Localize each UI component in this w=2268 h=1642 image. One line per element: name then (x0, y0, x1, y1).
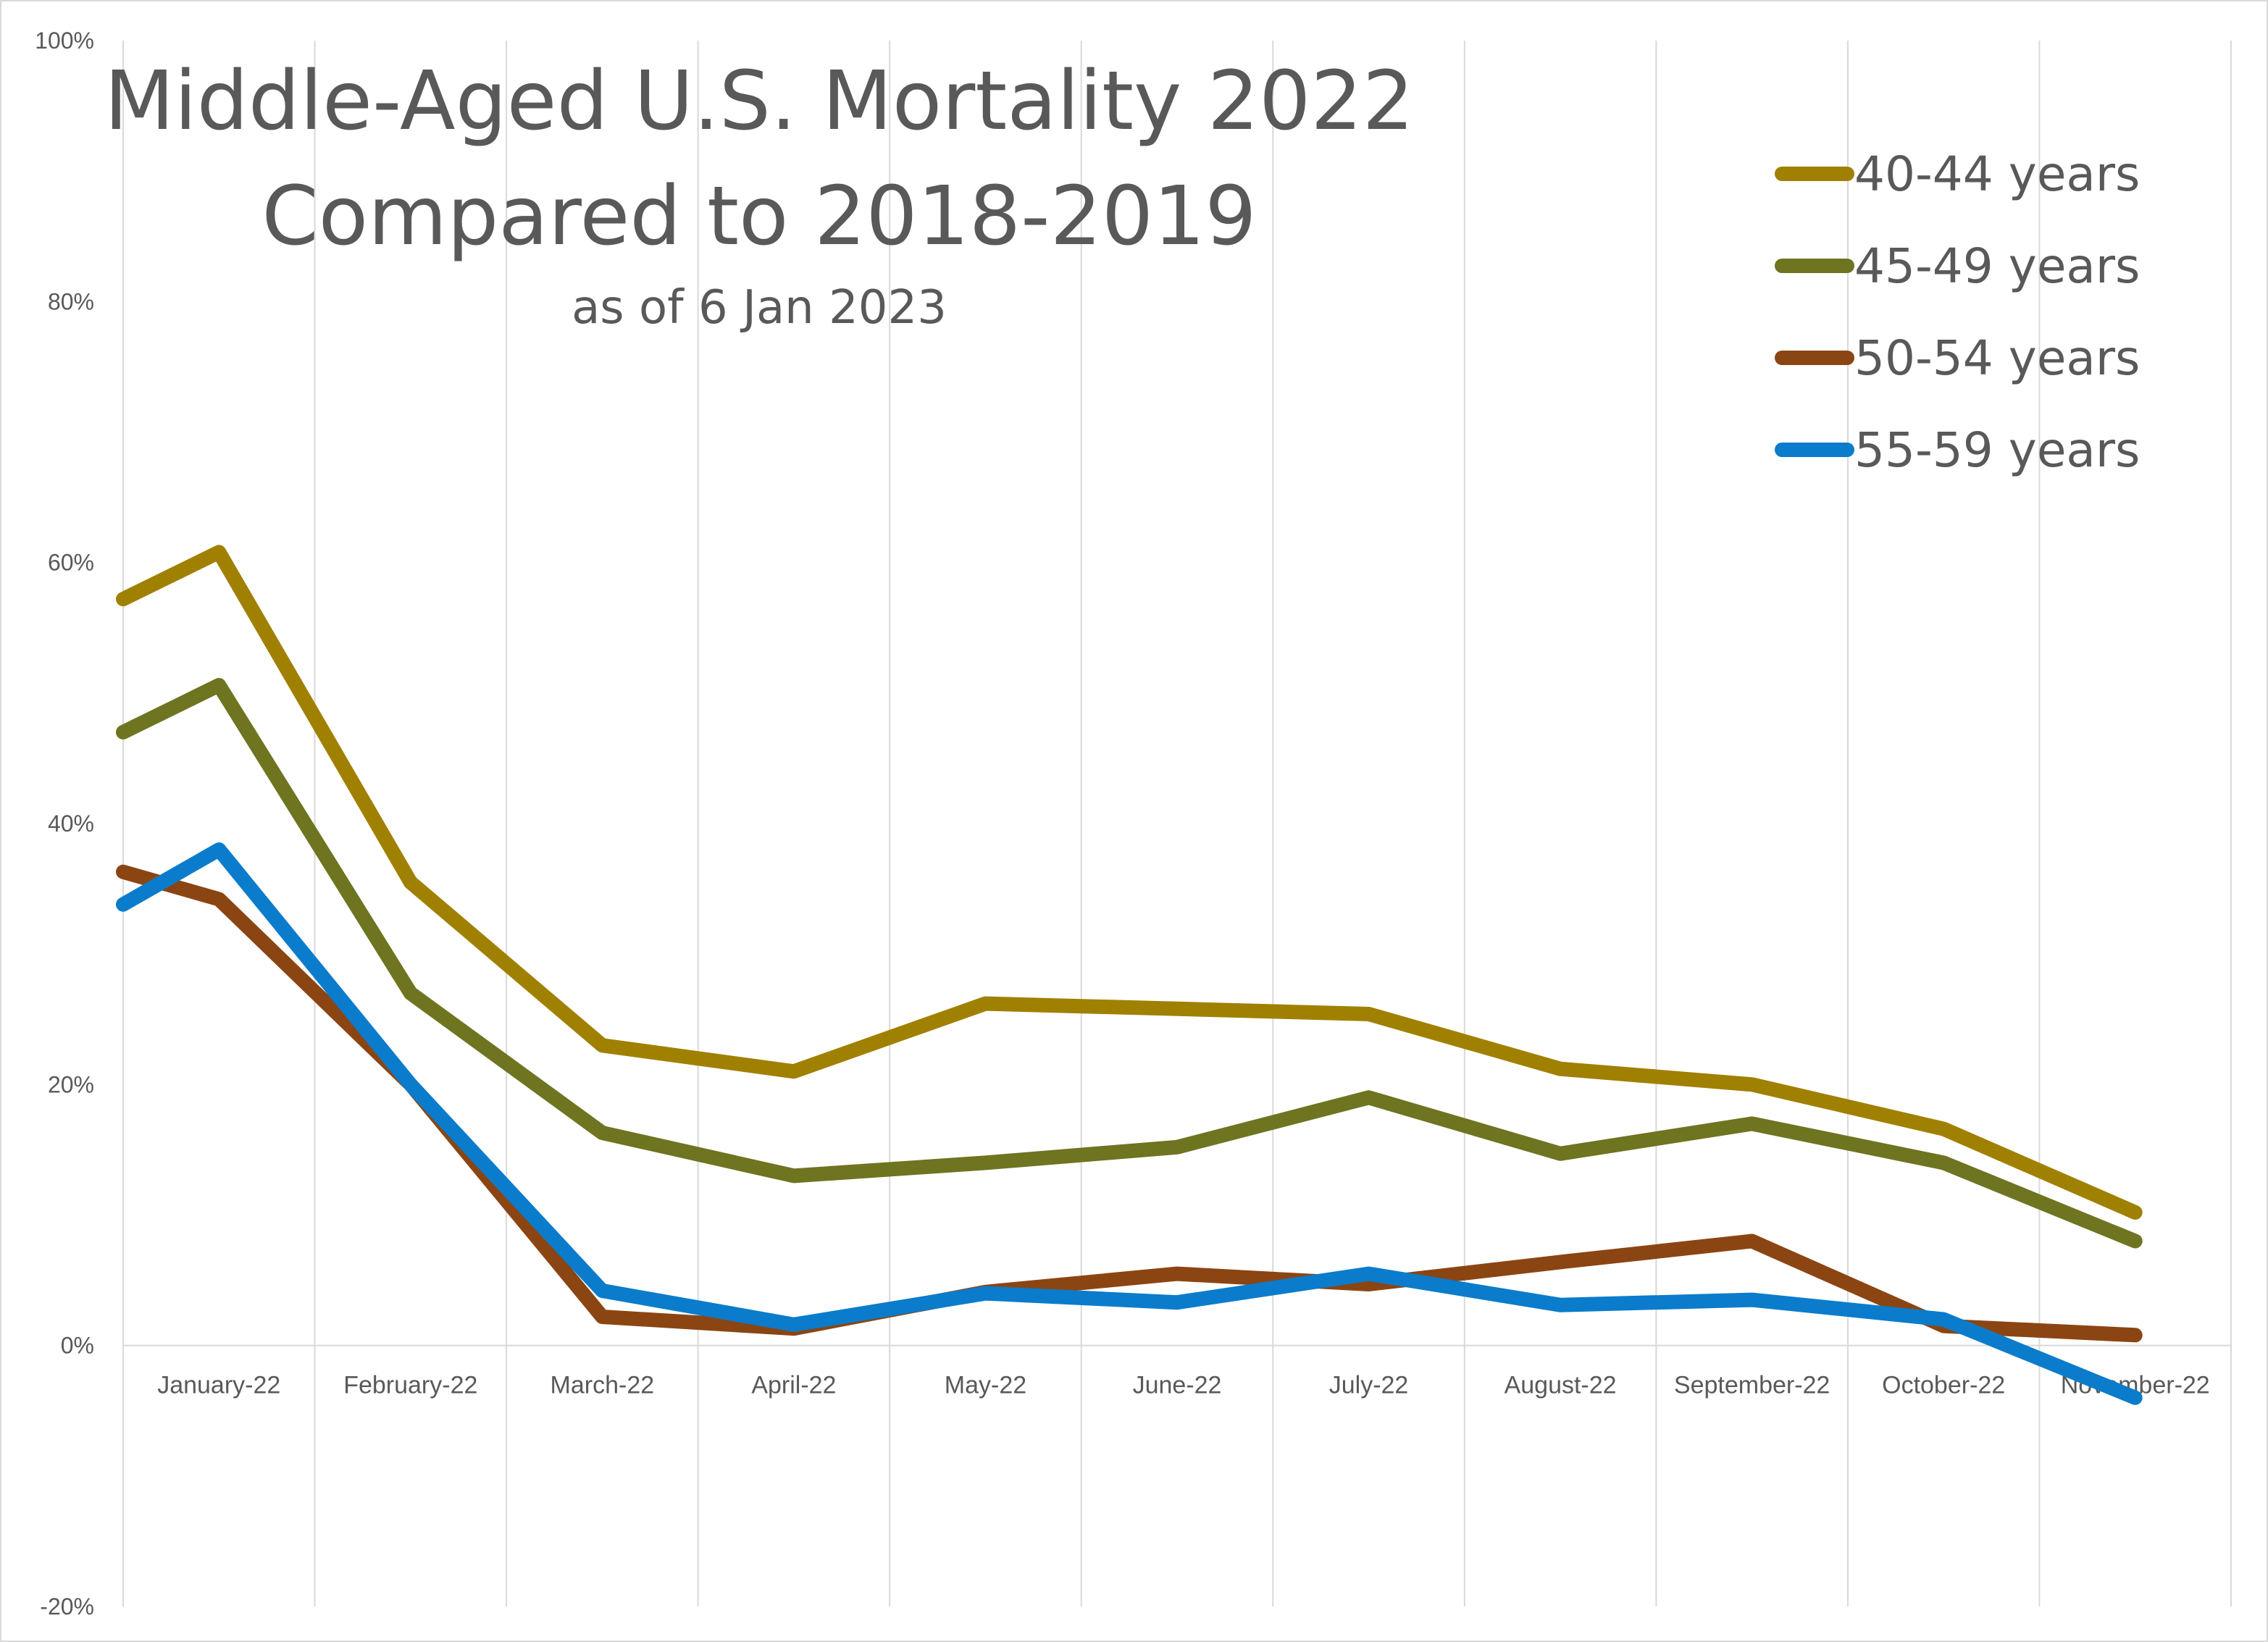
chart-subtitle: as of 6 Jan 2023 (572, 281, 947, 335)
legend-label: 55-59 years (1854, 422, 2140, 478)
y-tick-label: 60% (48, 550, 94, 576)
x-tick-label: January-22 (157, 1372, 280, 1399)
chart-title: Middle-Aged U.S. Mortality 2022 (104, 54, 1414, 148)
x-tick-label: October-22 (1882, 1372, 2005, 1399)
legend-item: 40-44 years (1775, 146, 2140, 202)
series-line-40-44-years (116, 545, 2143, 1220)
y-tick-label: -20% (40, 1593, 94, 1620)
x-tick-label: June-22 (1133, 1372, 1222, 1399)
x-tick-label: May-22 (945, 1372, 1026, 1399)
y-tick-label: 40% (48, 810, 94, 837)
x-tick-label: February-22 (343, 1372, 477, 1399)
legend-label: 40-44 years (1854, 146, 2140, 202)
x-tick-label: March-22 (551, 1372, 655, 1399)
chart-title-line2: Compared to 2018-2019 (261, 169, 1256, 264)
y-tick-label: 80% (48, 288, 94, 314)
x-tick-label: August-22 (1505, 1372, 1617, 1399)
y-tick-label: 20% (48, 1071, 94, 1097)
x-tick-label: July-22 (1329, 1372, 1409, 1399)
legend: 40-44 years 45-49 years 50-54 years 55-59 y… (1775, 146, 2140, 478)
y-tick-label: 0% (61, 1333, 94, 1359)
legend-label: 45-49 years (1854, 238, 2140, 294)
legend-item: 45-49 years (1775, 238, 2140, 294)
x-tick-label: April-22 (751, 1372, 836, 1399)
y-tick-label: 100% (35, 28, 94, 54)
series-line-45-49-years (116, 678, 2143, 1249)
legend-item: 55-59 years (1775, 422, 2140, 478)
series-line-55-59-years (116, 842, 2143, 1405)
legend-label: 50-54 years (1854, 330, 2140, 386)
legend-item: 50-54 years (1775, 330, 2140, 386)
x-tick-label: September-22 (1674, 1372, 1830, 1399)
title-layer: Middle-Aged U.S. Mortality 2022 Compared… (104, 54, 1414, 335)
series-layer (116, 545, 2143, 1405)
